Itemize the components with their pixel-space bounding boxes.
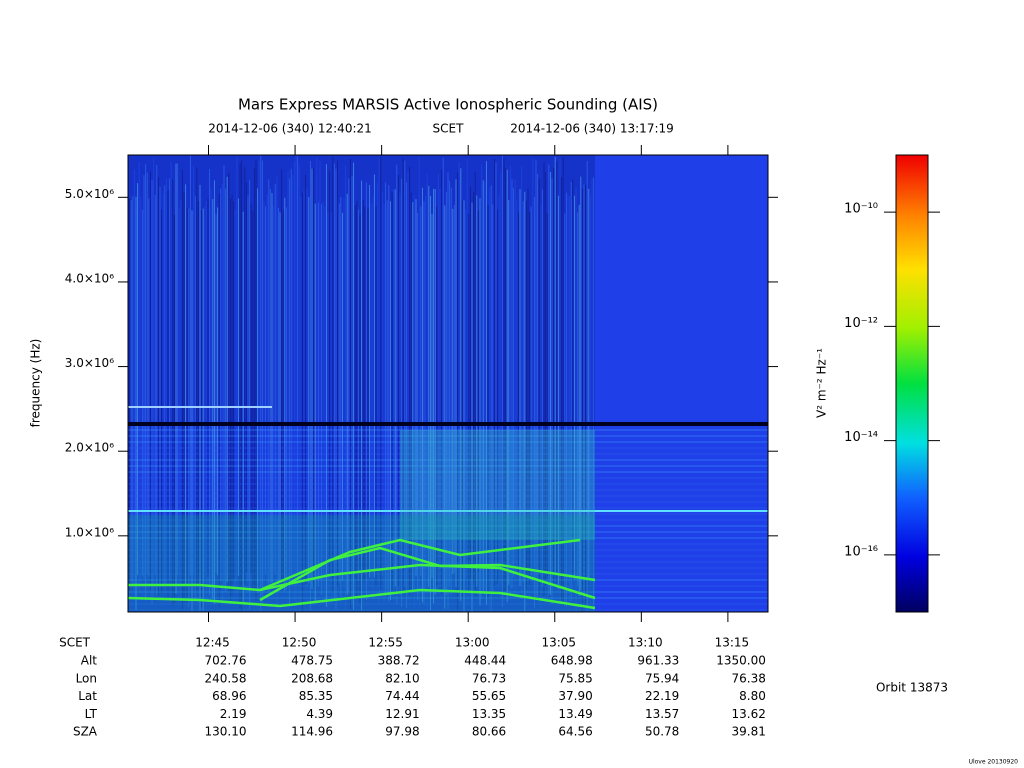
row-label: Alt	[81, 654, 98, 668]
row-value: 702.76	[205, 654, 247, 668]
row-value: 1350.00	[716, 654, 766, 668]
row-value: 13.49	[558, 707, 592, 721]
row-value: 76.38	[732, 671, 766, 685]
row-value: 13.35	[472, 707, 506, 721]
row-value: 648.98	[551, 654, 593, 668]
row-value: 74.44	[385, 689, 419, 703]
row-value: 50.78	[645, 725, 679, 739]
row-value: 2.19	[220, 707, 247, 721]
row-value: 114.96	[291, 725, 333, 739]
row-value: 478.75	[291, 654, 333, 668]
row-value: 22.19	[645, 689, 679, 703]
row-label: SZA	[73, 725, 98, 739]
chart-title: Mars Express MARSIS Active Ionospheric S…	[238, 96, 658, 114]
row-value: 388.72	[378, 654, 420, 668]
row-value: 85.35	[299, 689, 333, 703]
orbit: Orbit 13873	[876, 681, 948, 695]
row-value: 55.65	[472, 689, 506, 703]
row-value: 80.66	[472, 725, 506, 739]
y-tick-label: 2.0×10⁶	[65, 441, 114, 455]
y-tick-label: 5.0×10⁶	[65, 187, 114, 201]
texture	[259, 538, 581, 592]
y-tick-label: 4.0×10⁶	[65, 271, 114, 285]
row-value: 8.80	[739, 689, 766, 703]
plot-frame	[127, 154, 769, 613]
start-time: 2014-12-06 (340) 12:40:21	[208, 122, 372, 136]
y-tick-label: 1.0×10⁶	[65, 525, 114, 539]
footer: Ulove 20130920	[969, 759, 1019, 766]
row-value: 64.56	[558, 725, 592, 739]
texture	[128, 588, 596, 610]
colorbar	[895, 154, 929, 613]
x-tick-label: 13:10	[628, 636, 663, 650]
time-system: SCET	[433, 122, 465, 136]
row-label: Lon	[76, 671, 97, 685]
x-tick-label: 13:00	[455, 636, 490, 650]
row-label: LT	[85, 707, 98, 721]
texture	[128, 563, 596, 600]
row-value: 961.33	[637, 654, 679, 668]
colorbar-tick-label: 10⁻¹²	[844, 316, 878, 331]
row-value: 13.57	[645, 707, 679, 721]
row-value: 76.73	[472, 671, 506, 685]
row-value: 12.91	[385, 707, 419, 721]
x-tick-label: 12:50	[282, 636, 317, 650]
row-value: 4.39	[306, 707, 333, 721]
row-value: 37.90	[558, 689, 592, 703]
row-value: 97.98	[385, 725, 419, 739]
spectrogram-right	[595, 155, 768, 612]
row-label: SCET	[59, 636, 91, 650]
row-value: 68.96	[212, 689, 246, 703]
row-label: Lat	[78, 689, 97, 703]
x-tick-label: 13:15	[715, 636, 750, 650]
row-value: 240.58	[205, 671, 247, 685]
texture	[400, 430, 595, 540]
row-value: 75.94	[645, 671, 679, 685]
row-value: 13.62	[732, 707, 766, 721]
row-value: 448.44	[464, 654, 506, 668]
y-axis-label: frequency (Hz)	[29, 339, 43, 428]
y-tick-label: 3.0×10⁶	[65, 356, 114, 370]
colorbar-tick-label: 10⁻¹⁰	[844, 202, 878, 217]
row-value: 130.10	[205, 725, 247, 739]
colorbar-tick-label: 10⁻¹⁶	[844, 544, 878, 559]
x-tick-label: 13:05	[541, 636, 576, 650]
colorbar-label: V² m⁻² Hz⁻¹	[815, 348, 829, 418]
end-time: 2014-12-06 (340) 13:17:19	[510, 122, 674, 136]
x-tick-label: 12:55	[368, 636, 403, 650]
row-value: 82.10	[385, 671, 419, 685]
colorbar-tick-label: 10⁻¹⁴	[844, 430, 878, 445]
x-tick-label: 12:45	[195, 636, 230, 650]
row-value: 39.81	[732, 725, 766, 739]
row-value: 75.85	[558, 671, 592, 685]
spectrogram	[128, 155, 768, 612]
row-value: 208.68	[291, 671, 333, 685]
